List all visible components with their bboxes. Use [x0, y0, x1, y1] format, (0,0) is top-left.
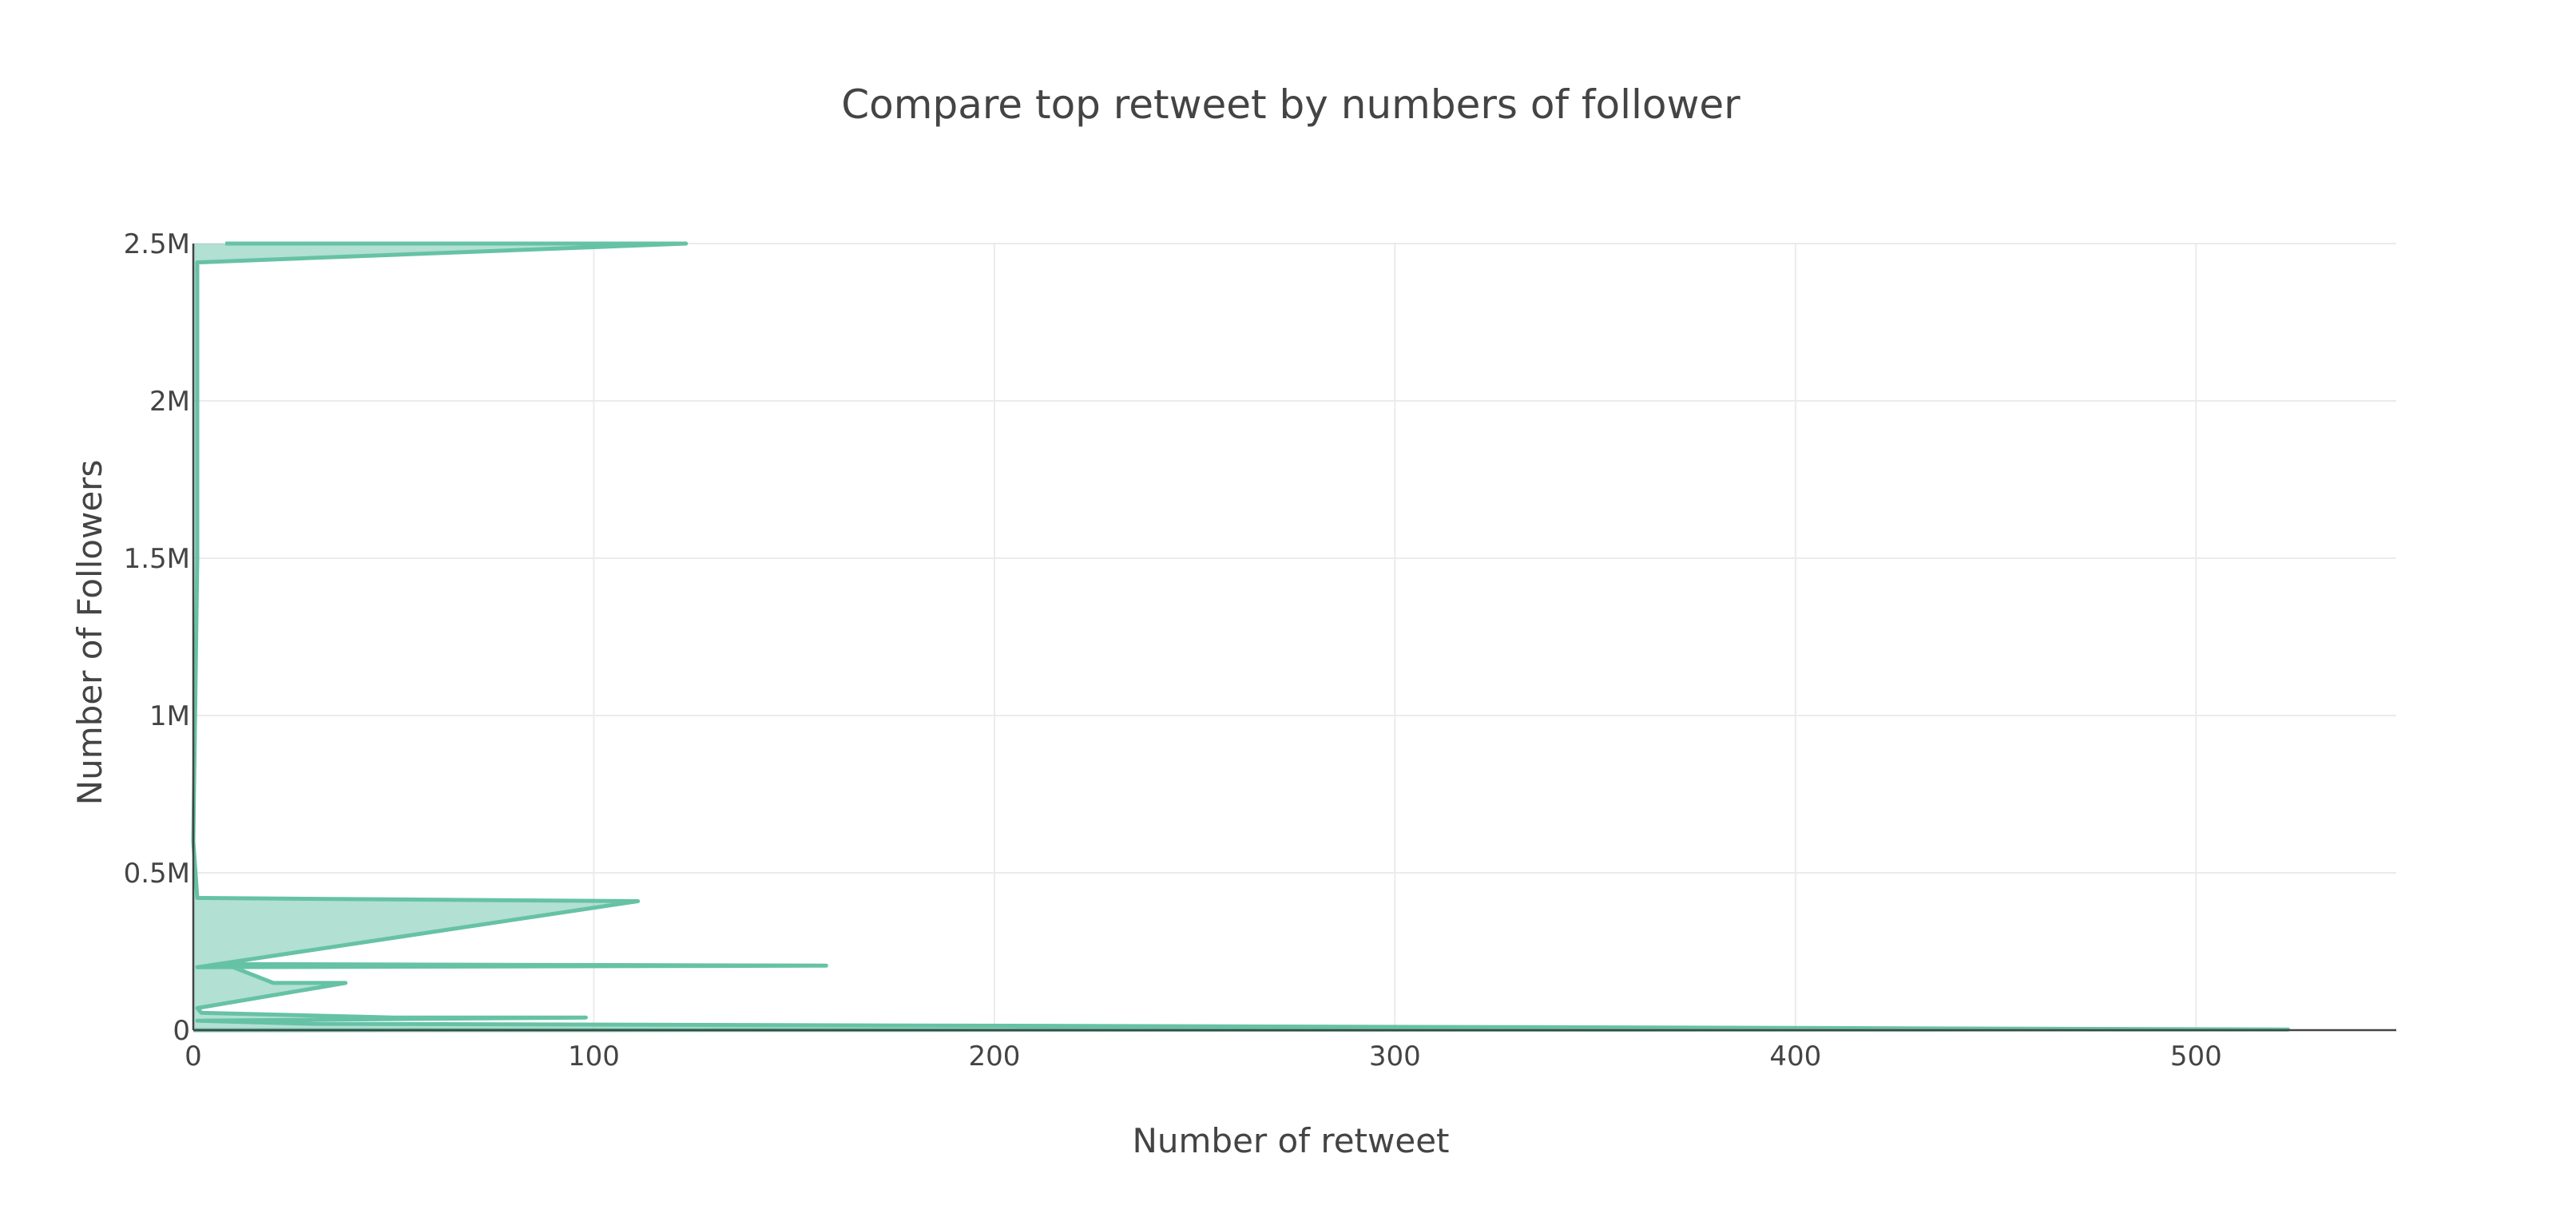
x-axis-title: Number of retweet — [1132, 1121, 1449, 1160]
series-layer — [191, 241, 2291, 1033]
y-tick-label: 1M — [149, 700, 190, 732]
chart-title: Compare top retweet by numbers of follow… — [841, 81, 1740, 128]
y-tick-label: 0.5M — [124, 858, 190, 890]
y-tick-label: 0 — [173, 1015, 190, 1047]
x-tick-label: 200 — [968, 1041, 1020, 1072]
grid-layer — [193, 243, 2396, 1030]
axis-layer — [192, 244, 2396, 1032]
x-tick-label: 100 — [568, 1041, 620, 1072]
tick-layer: 0 100 200 300 400 500 0 0.5M 1M 1.5M 2M 2.5M — [124, 228, 2222, 1072]
x-tick-label: 300 — [1369, 1041, 1421, 1072]
y-tick-label: 2M — [149, 386, 190, 418]
x-tick-label: 0 — [185, 1041, 202, 1072]
y-axis-title: Number of Followers — [70, 460, 109, 806]
x-tick-label: 400 — [1769, 1041, 1821, 1072]
y-tick-label: 1.5M — [124, 543, 190, 575]
x-tick-label: 500 — [2170, 1041, 2222, 1072]
y-tick-label: 2.5M — [124, 228, 190, 260]
series-area-fill — [193, 244, 2288, 1030]
